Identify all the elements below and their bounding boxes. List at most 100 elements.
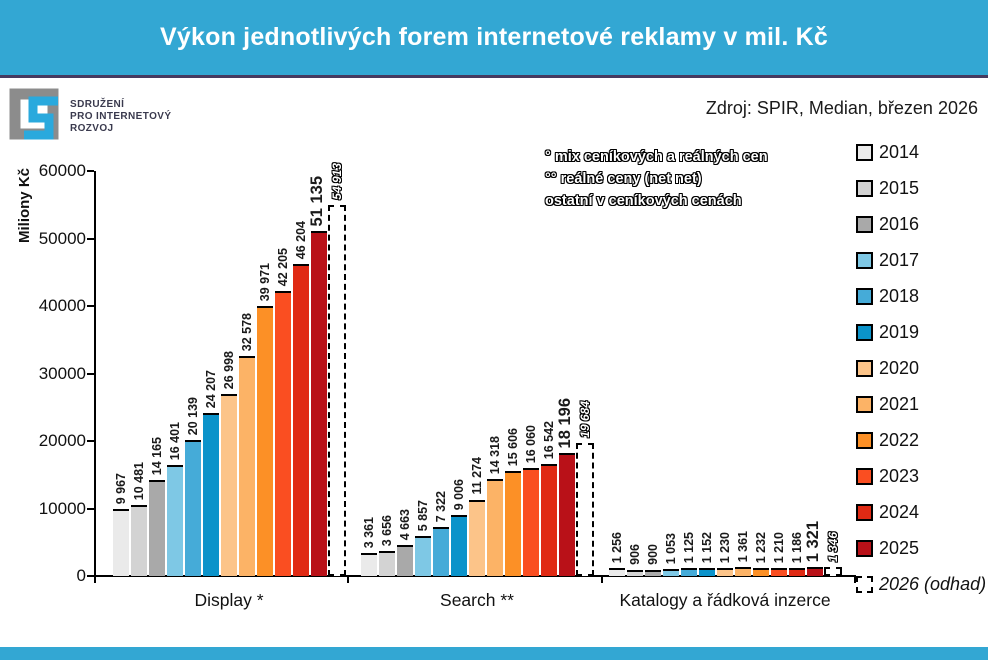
- bar-2015-cat1: [131, 505, 147, 576]
- legend-label: 2020: [879, 357, 920, 378]
- bar-value-label: 11 274: [470, 457, 484, 495]
- bar-slot: 16 542: [540, 171, 558, 576]
- bar-value-label: 14 165: [150, 436, 164, 475]
- legend-swatch: [856, 215, 873, 233]
- bar-2016-cat3: [645, 570, 661, 576]
- bar-2024-cat1: [293, 264, 309, 576]
- bar-slot: 54 913: [328, 163, 346, 576]
- bar-slot: 1 125: [680, 171, 698, 576]
- bar-value-label: 4 663: [398, 508, 412, 540]
- bar-slot: 9 967: [112, 171, 130, 576]
- bar-2022-cat1: [257, 306, 273, 576]
- y-tick-label: 60000: [38, 161, 86, 180]
- bar-slot: 20 139: [184, 171, 202, 576]
- legend-swatch: [856, 323, 873, 341]
- bar-slot: 1 321: [804, 171, 824, 576]
- bar-slot: 11 274: [468, 171, 486, 576]
- bar-value-label: 42 205: [276, 247, 290, 286]
- legend-swatch: [856, 359, 873, 377]
- source-note: Zdroj: SPIR, Median, březen 2026: [705, 98, 978, 118]
- page-title: Výkon jednotlivých forem internetové rek…: [160, 23, 828, 51]
- bar-2024-cat2: [541, 464, 557, 576]
- bar-value-label: 1 230: [718, 531, 732, 563]
- bar-slot: 24 207: [202, 171, 220, 576]
- y-tick-label: 20000: [38, 431, 86, 450]
- legend-item-2026: 2026 (odhad): [856, 574, 986, 594]
- bar-value-label: 16 401: [168, 421, 182, 460]
- bar-group-1: 9 967 10 481 14 165 16 401 20 139 24 207 26 99…: [112, 163, 346, 576]
- footnote-line-2: °° reálné ceny (net net): [545, 171, 702, 187]
- bar-value-label: 24 207: [204, 369, 218, 408]
- legend-label: 2021: [879, 393, 920, 414]
- legend-item-2020: 2020: [856, 358, 986, 378]
- category-label-2: Search **: [440, 590, 514, 610]
- bar-slot: 1 186: [788, 171, 806, 576]
- bar-2022-cat2: [505, 471, 521, 576]
- spir-logo-text: SDRUŽENÍ PRO INTERNETOVÝ ROZVOJ: [70, 99, 171, 135]
- legend-item-2017: 2017: [856, 250, 986, 270]
- bar-2017-cat1: [167, 465, 183, 576]
- legend-swatch: [856, 431, 873, 449]
- legend-swatch: [856, 251, 873, 269]
- bar-2014-cat1: [113, 509, 129, 576]
- bar-value-label: 5 857: [416, 499, 430, 531]
- legend-item-2025: 2025: [856, 538, 986, 558]
- y-tick-mark: [87, 507, 94, 510]
- bar-value-label: 46 204: [294, 220, 308, 259]
- legend-swatch: [856, 143, 873, 161]
- bar-2014-cat3: [609, 568, 625, 576]
- bar-value-label: 10 481: [132, 461, 146, 500]
- legend-swatch: [856, 539, 873, 557]
- legend-item-2021: 2021: [856, 394, 986, 414]
- bar-value-label: 900: [646, 544, 660, 565]
- y-tick-label: 30000: [38, 363, 86, 383]
- x-tick-mark: [347, 577, 349, 583]
- y-tick-mark: [87, 170, 94, 172]
- legend-item-2018: 2018: [856, 286, 986, 306]
- bar-slot: 906: [626, 171, 644, 576]
- x-tick-mark: [601, 577, 603, 583]
- bar-value-label: 1 186: [790, 531, 804, 563]
- title-bar: Výkon jednotlivých forem internetové rek…: [0, 0, 988, 78]
- bar-slot: 4 663: [396, 171, 414, 576]
- footnotes: ° mix ceníkových a reálných cen °° reáln…: [545, 146, 768, 212]
- bar-2020-cat1: [221, 394, 237, 576]
- bar-value-label: 18 196: [556, 397, 574, 448]
- bar-slot: 3 656: [378, 171, 396, 576]
- bar-value-label: 1 346: [826, 531, 840, 562]
- y-axis-line: [94, 171, 96, 576]
- bar-slot: 10 481: [130, 171, 148, 576]
- bar-slot: 14 318: [486, 171, 504, 576]
- bar-value-label: 26 998: [222, 350, 236, 389]
- bar-value-label: 16 060: [524, 424, 538, 463]
- bar-2020-cat3: [717, 568, 733, 576]
- bar-value-label: 3 361: [362, 516, 376, 548]
- legend-swatch: [856, 467, 873, 485]
- bar-value-label: 54 913: [330, 163, 344, 200]
- bar-value-label: 1 210: [772, 531, 786, 563]
- bar-2018-cat1: [185, 440, 201, 576]
- bar-slot: 1 256: [608, 171, 626, 576]
- bar-2023-cat1: [275, 291, 291, 576]
- logo-line-2: PRO INTERNETOVÝ: [70, 111, 172, 122]
- bar-2026-cat1: [328, 205, 346, 576]
- x-tick-mark: [854, 577, 856, 583]
- legend-item-2023: 2023: [856, 466, 986, 486]
- bar-2020-cat2: [469, 500, 485, 576]
- bar-slot: 42 205: [274, 171, 292, 576]
- bar-slot: 19 684: [576, 171, 594, 576]
- bar-value-label: 16 542: [542, 420, 556, 459]
- x-axis-line: [94, 575, 856, 577]
- legend-label: 2022: [879, 429, 920, 450]
- legend-label: 2014: [879, 141, 920, 162]
- bar-slot: 1 210: [770, 171, 788, 576]
- legend-label: 2018: [879, 285, 920, 306]
- y-tick-mark: [87, 440, 94, 442]
- bar-value-label: 7 322: [434, 490, 448, 522]
- category-label-1: Display *: [194, 590, 264, 610]
- bar-value-label: 3 656: [380, 514, 394, 546]
- y-tick-mark: [87, 237, 94, 240]
- bar-group-2: 3 361 3 656 4 663 5 857 7 322 9 006 11 274 14 3…: [360, 171, 594, 576]
- footer-bar: [0, 647, 988, 660]
- bar-slot: 1 230: [716, 171, 734, 576]
